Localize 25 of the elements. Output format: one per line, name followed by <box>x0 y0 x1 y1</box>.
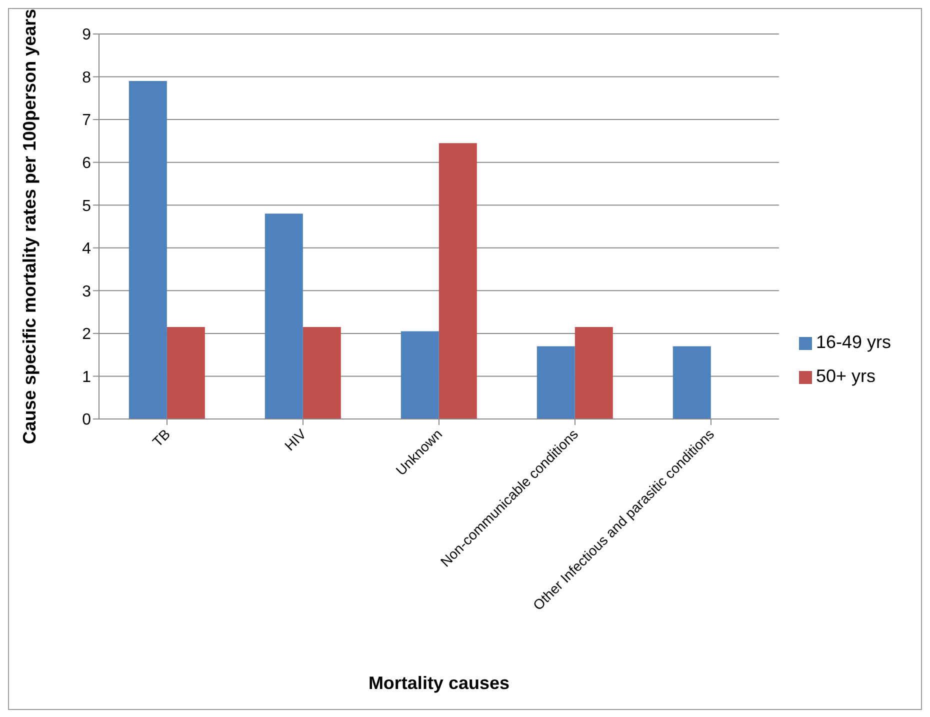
y-tick-label: 5 <box>82 198 92 215</box>
y-tick-label: 8 <box>82 69 92 86</box>
y-tick-label: 1 <box>82 368 92 386</box>
y-tick-label: 6 <box>82 155 92 172</box>
y-tick-label: 9 <box>82 26 92 44</box>
y-tick-label: 0 <box>82 412 92 429</box>
bar <box>302 327 341 419</box>
bar <box>166 327 205 419</box>
x-axis-title: Mortality causes <box>368 673 510 693</box>
legend-label: 16-49 yrs <box>816 332 891 352</box>
bar <box>264 214 303 419</box>
bar <box>536 346 575 419</box>
y-tick-label: 7 <box>82 112 92 130</box>
bar <box>128 81 167 419</box>
legend-label: 50+ yrs <box>816 366 876 386</box>
x-tick-label: TB <box>149 426 174 450</box>
bar <box>672 346 711 419</box>
bar <box>574 327 613 419</box>
y-tick-label: 3 <box>82 283 92 300</box>
bar <box>400 331 439 419</box>
x-tick-label: HIV <box>281 425 310 454</box>
y-tick-label: 4 <box>82 240 92 258</box>
y-axis-title: Cause specific mortality rates per 100person years <box>19 8 40 444</box>
bar <box>438 143 477 419</box>
y-tick-label: 2 <box>82 326 92 344</box>
